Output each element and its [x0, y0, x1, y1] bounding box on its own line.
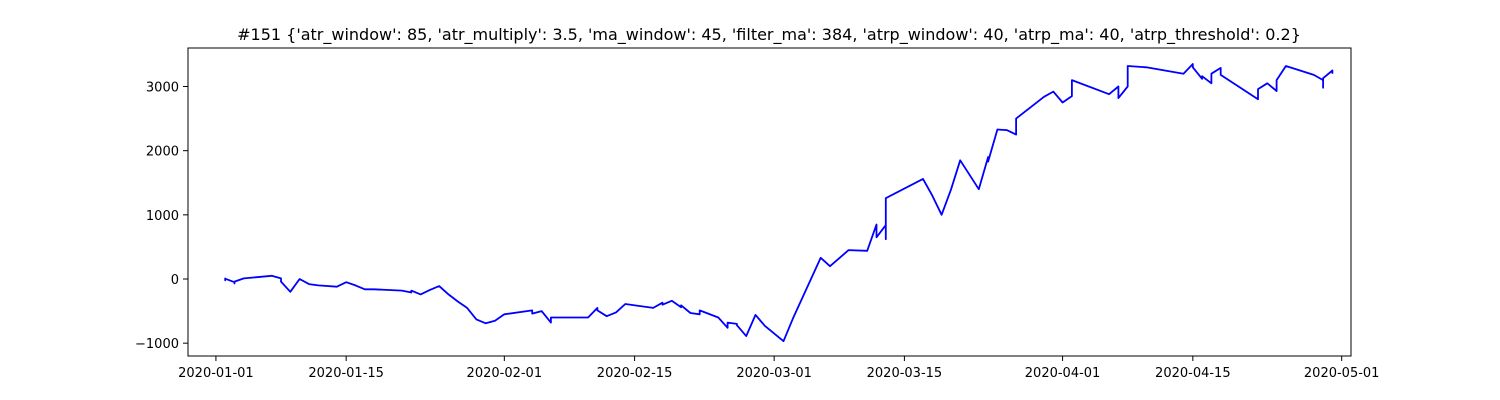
y-tick-label: 3000 [146, 81, 179, 96]
x-tick-label: 2020-01-01 [178, 366, 254, 381]
x-axis: 2020-01-01 2020-01-15 2020-02-01 2020-02-15… [178, 356, 1379, 381]
series-line-1 [224, 63, 1334, 343]
x-tick-label: 2020-04-15 [1155, 366, 1231, 381]
x-tick-label: 2020-03-15 [867, 366, 943, 381]
x-tick-label: 2020-02-01 [467, 366, 543, 381]
x-tick-label: 2020-04-01 [1025, 366, 1101, 381]
plot-area [224, 63, 1334, 343]
chart-title: #151 {'atr_window': 85, 'atr_multiply': … [237, 25, 1301, 45]
y-tick-label: −1000 [135, 337, 179, 352]
y-axis: −1000 0 1000 2000 3000 [135, 81, 188, 352]
plot-frame [187, 47, 1352, 357]
y-tick-label: 0 [171, 273, 179, 288]
x-tick-label: 2020-03-01 [736, 366, 812, 381]
y-tick-label: 1000 [146, 209, 179, 224]
x-tick-label: 2020-02-15 [597, 366, 673, 381]
x-tick-label: 2020-05-01 [1304, 366, 1380, 381]
x-tick-label: 2020-01-15 [308, 366, 384, 381]
y-tick-label: 2000 [146, 145, 179, 160]
